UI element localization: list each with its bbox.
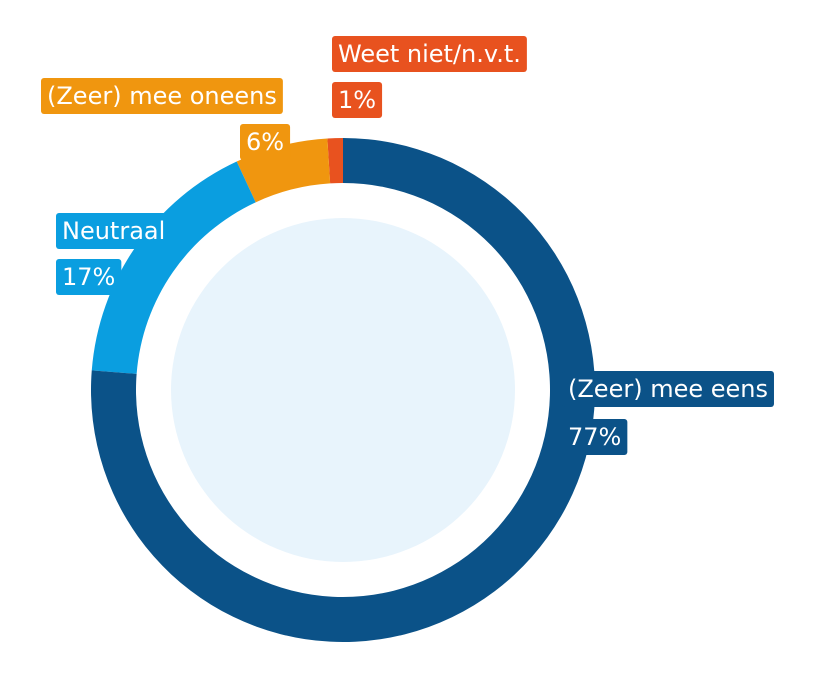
label-box: [332, 82, 383, 118]
label-box: [56, 213, 172, 249]
label-box: [56, 259, 122, 295]
label-box: [41, 78, 283, 114]
segment-label: Neutraal: [62, 217, 165, 245]
label-box: [332, 36, 527, 72]
segment-label: (Zeer) mee oneens: [47, 82, 277, 110]
segment-label: Weet niet/n.v.t.: [338, 40, 521, 68]
label-box: [562, 371, 774, 407]
label-box: [240, 124, 291, 160]
label-box: [562, 419, 628, 455]
donut-segment: [327, 138, 343, 184]
value-label: 77%: [568, 423, 621, 451]
value-label: 17%: [62, 263, 115, 291]
donut-segment: [91, 161, 256, 374]
value-label: 1%: [338, 86, 376, 114]
segment-label: (Zeer) mee eens: [568, 375, 768, 403]
value-label: 6%: [246, 128, 284, 156]
inner-disc: [171, 218, 515, 562]
